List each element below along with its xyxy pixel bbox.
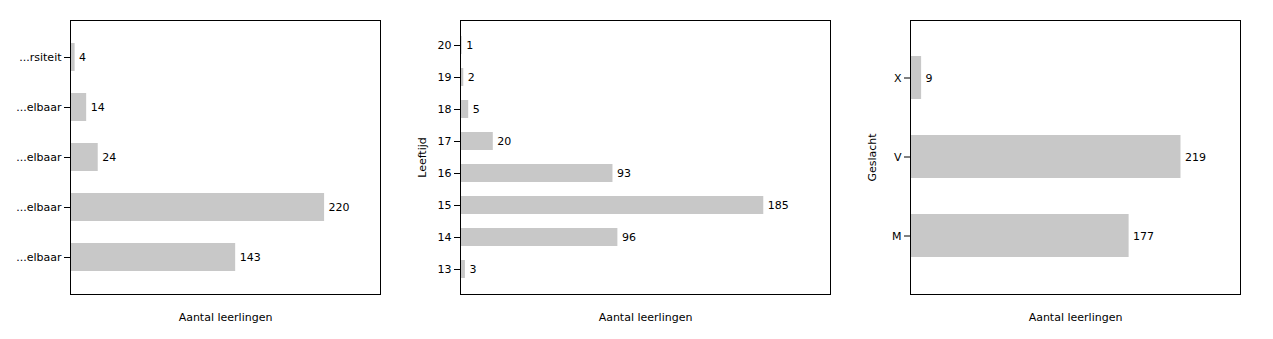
svg-text:13: 13	[438, 263, 452, 276]
svg-text:Aantal leerlingen: Aantal leerlingen	[599, 311, 693, 324]
svg-text:X: X	[894, 72, 902, 85]
svg-text:V: V	[894, 151, 902, 164]
svg-text:185: 185	[768, 199, 789, 212]
svg-text:14: 14	[91, 101, 105, 114]
svg-text:15: 15	[438, 199, 452, 212]
svg-text:16: 16	[438, 167, 452, 180]
svg-text:Aantal leerlingen: Aantal leerlingen	[1029, 311, 1123, 324]
svg-text:14: 14	[438, 231, 452, 244]
svg-text:2: 2	[468, 71, 475, 84]
svg-text:18: 18	[438, 103, 452, 116]
svg-text:177: 177	[1133, 230, 1154, 243]
svg-text:3: 3	[469, 263, 476, 276]
svg-text:...elbaar: ...elbaar	[16, 151, 62, 164]
svg-text:220: 220	[329, 201, 350, 214]
svg-text:4: 4	[79, 51, 86, 64]
svg-text:20: 20	[438, 39, 452, 52]
svg-text:Geslacht: Geslacht	[866, 133, 879, 182]
svg-text:24: 24	[102, 151, 116, 164]
svg-text:17: 17	[438, 135, 452, 148]
svg-text:9: 9	[926, 72, 933, 85]
svg-text:...elbaar: ...elbaar	[16, 251, 62, 264]
svg-text:1: 1	[466, 39, 473, 52]
svg-text:219: 219	[1185, 151, 1206, 164]
svg-text:Leeftijd: Leeftijd	[416, 137, 429, 178]
svg-text:143: 143	[240, 251, 261, 264]
svg-text:...elbaar: ...elbaar	[16, 201, 62, 214]
svg-text:...elbaar: ...elbaar	[16, 101, 62, 114]
svg-text:20: 20	[497, 135, 511, 148]
svg-text:5: 5	[473, 103, 480, 116]
svg-text:Aantal leerlingen: Aantal leerlingen	[179, 311, 273, 324]
svg-text:M: M	[892, 230, 902, 243]
svg-text:19: 19	[438, 71, 452, 84]
svg-text:96: 96	[622, 231, 636, 244]
svg-text:...rsiteit: ...rsiteit	[19, 51, 62, 64]
svg-text:93: 93	[617, 167, 631, 180]
